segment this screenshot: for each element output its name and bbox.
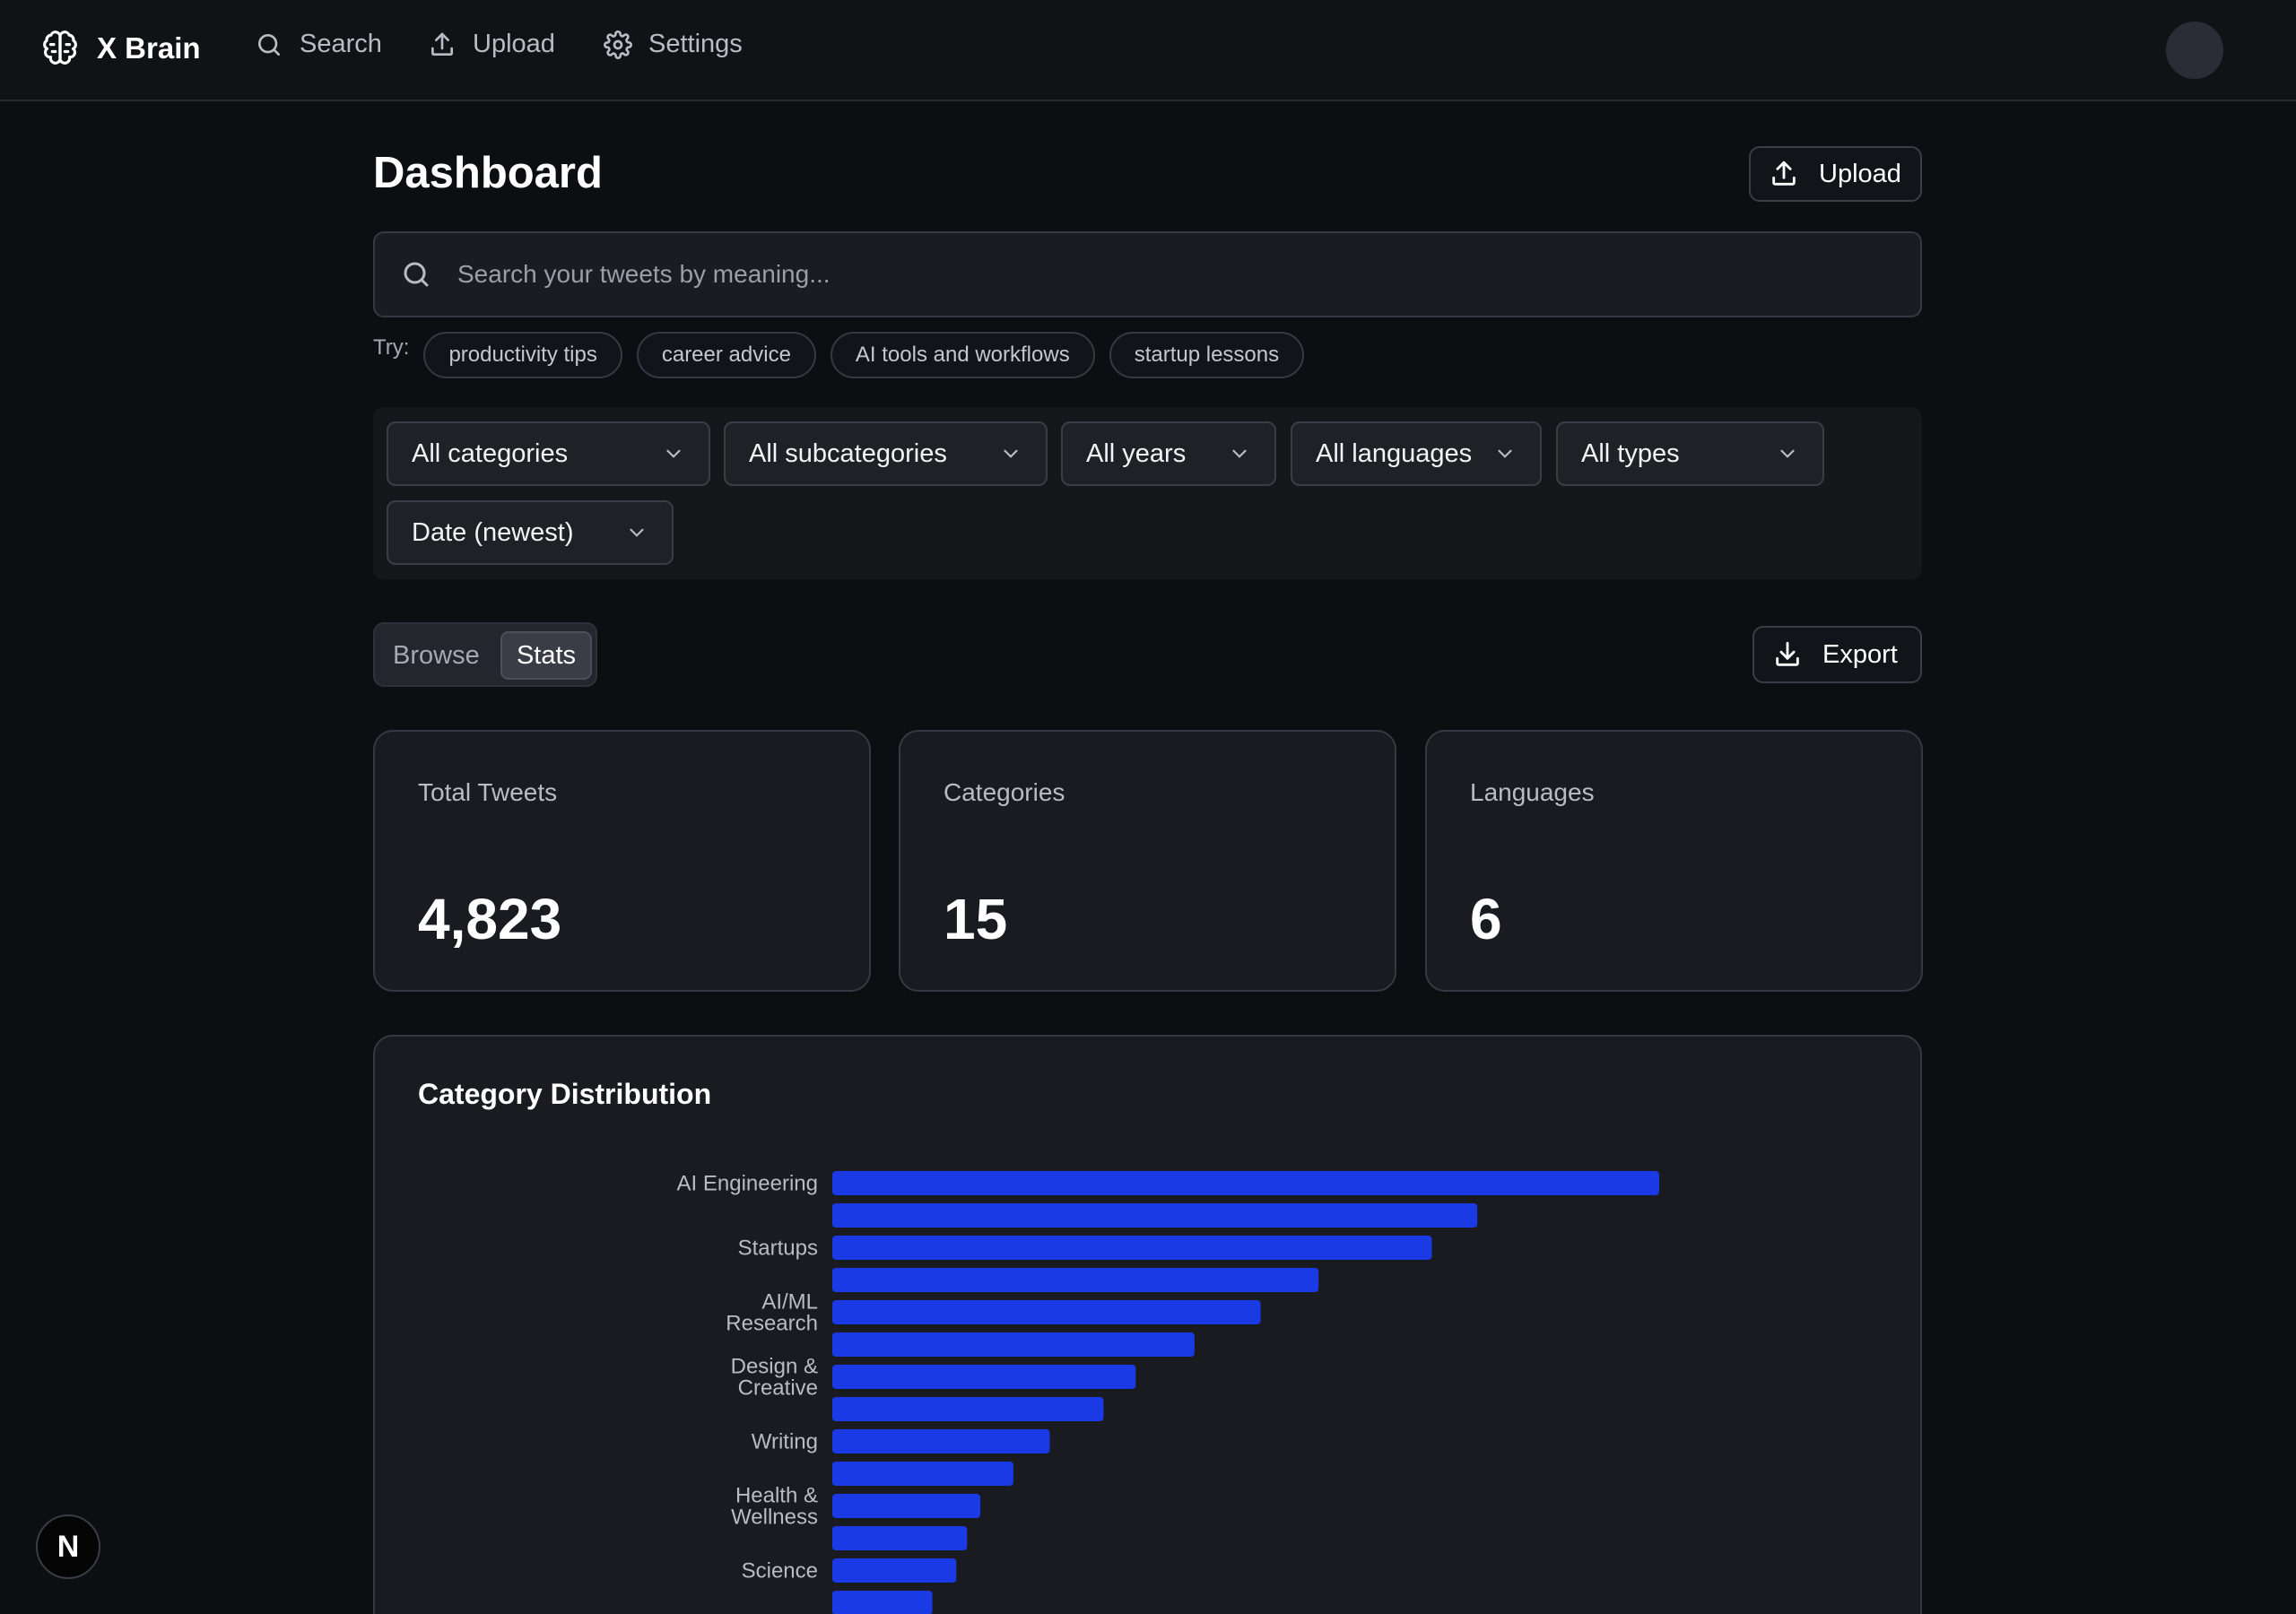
chart-bar[interactable]	[832, 1494, 981, 1518]
search-icon	[404, 262, 429, 287]
chart-bar[interactable]	[832, 1526, 968, 1550]
chart-bar[interactable]	[832, 1591, 933, 1614]
tab-stats[interactable]: Stats	[500, 631, 592, 680]
stat-value: 15	[944, 887, 1008, 951]
export-button-label: Export	[1822, 639, 1898, 669]
chart-category-label: Health &	[735, 1484, 818, 1508]
chart-title: Category Distribution	[418, 1078, 712, 1110]
next-dev-badge[interactable]: N	[36, 1514, 100, 1579]
chevron-down-icon	[666, 449, 681, 458]
type-select-value: All types	[1581, 438, 1680, 468]
suggestion-chip[interactable]: AI tools and workflows	[830, 332, 1095, 378]
stat-value: 4,823	[418, 887, 562, 951]
tab-browse[interactable]: Browse	[393, 640, 480, 670]
stat-card-categories: Categories 15	[899, 730, 1396, 992]
nav-search-link[interactable]: Search	[255, 30, 382, 59]
category-select-value: All categories	[412, 438, 569, 468]
avatar[interactable]	[2166, 22, 2223, 79]
stat-label: Total Tweets	[418, 778, 558, 806]
suggestion-label: Try:	[373, 335, 410, 360]
language-select-value: All languages	[1316, 438, 1473, 468]
subcategory-select-value: All subcategories	[749, 438, 947, 468]
download-icon	[1776, 641, 1799, 666]
subcategory-select[interactable]: All subcategories	[724, 421, 1048, 486]
stat-card-total-tweets: Total Tweets 4,823	[373, 730, 871, 992]
upload-button-label: Upload	[1819, 159, 1901, 188]
view-toggle: Browse Stats	[373, 622, 597, 687]
upload-button[interactable]: Upload	[1749, 146, 1922, 202]
chart-bar[interactable]	[832, 1365, 1136, 1389]
brand[interactable]: X Brain	[41, 30, 201, 67]
category-distribution-card: Category Distribution AI Engineering Star…	[373, 1035, 1922, 1614]
brain-icon	[43, 30, 77, 65]
chart-category-label: Science	[742, 1559, 818, 1584]
chevron-down-icon	[1004, 449, 1018, 458]
export-button[interactable]: Export	[1752, 626, 1922, 683]
chart-bar[interactable]	[832, 1397, 1104, 1421]
chart-category-label: Creative	[738, 1376, 818, 1401]
chart-category-label: Design &	[731, 1355, 818, 1379]
nav-search-label: Search	[300, 30, 382, 58]
chart-category-label: Writing	[752, 1430, 818, 1454]
chart-bar[interactable]	[832, 1171, 1659, 1195]
gear-icon	[604, 30, 632, 59]
upload-icon	[1772, 161, 1796, 186]
stat-card-languages: Languages 6	[1425, 730, 1923, 992]
page-title: Dashboard	[373, 149, 603, 197]
search-input[interactable]	[457, 260, 1803, 289]
nav-settings-label: Settings	[648, 30, 743, 58]
chart-bar[interactable]	[832, 1332, 1195, 1357]
nav-upload-link[interactable]: Upload	[428, 30, 555, 59]
chart-bar[interactable]	[832, 1236, 1432, 1260]
filter-panel: All categories All subcategories All yea…	[373, 407, 1922, 579]
chart-category-label: Wellness	[731, 1506, 818, 1530]
chart-category-label: AI/ML	[761, 1290, 818, 1315]
stat-label: Languages	[1470, 778, 1595, 806]
suggestion-chip[interactable]: startup lessons	[1109, 332, 1305, 378]
upload-icon	[431, 32, 453, 56]
search-icon	[258, 33, 280, 56]
chart-bar[interactable]	[832, 1300, 1261, 1324]
search-bar	[373, 231, 1922, 317]
chevron-down-icon	[1232, 449, 1247, 458]
chart-bar[interactable]	[832, 1203, 1478, 1228]
stat-value: 6	[1470, 887, 1502, 951]
chart-bar[interactable]	[832, 1462, 1013, 1486]
next-badge-label: N	[57, 1529, 80, 1564]
chart-category-label: Startups	[738, 1237, 818, 1261]
year-select-value: All years	[1086, 438, 1187, 468]
year-select[interactable]: All years	[1061, 421, 1276, 486]
stat-label: Categories	[944, 778, 1065, 806]
chevron-down-icon	[1498, 449, 1512, 458]
chevron-down-icon	[1780, 449, 1795, 458]
chart-category-label: AI Engineering	[677, 1172, 818, 1196]
nav-upload-label: Upload	[473, 30, 555, 58]
nav-settings-link[interactable]: Settings	[604, 30, 743, 59]
type-select[interactable]: All types	[1556, 421, 1824, 486]
chart-category-label: Research	[726, 1312, 818, 1336]
category-select[interactable]: All categories	[387, 421, 710, 486]
suggestion-row: Try: productivity tips career advice AI …	[373, 332, 1305, 378]
language-select[interactable]: All languages	[1291, 421, 1542, 486]
suggestion-chip[interactable]: productivity tips	[423, 332, 622, 378]
chart-bar[interactable]	[832, 1558, 957, 1583]
chevron-down-icon	[630, 528, 644, 537]
brand-name: X Brain	[97, 31, 201, 65]
top-nav: X Brain Search Upload Settings	[0, 0, 2296, 101]
sort-select-value: Date (newest)	[412, 517, 574, 547]
sort-select[interactable]: Date (newest)	[387, 500, 674, 565]
chart-bar[interactable]	[832, 1429, 1050, 1453]
suggestion-chip[interactable]: career advice	[636, 332, 816, 378]
chart-bar[interactable]	[832, 1268, 1319, 1292]
